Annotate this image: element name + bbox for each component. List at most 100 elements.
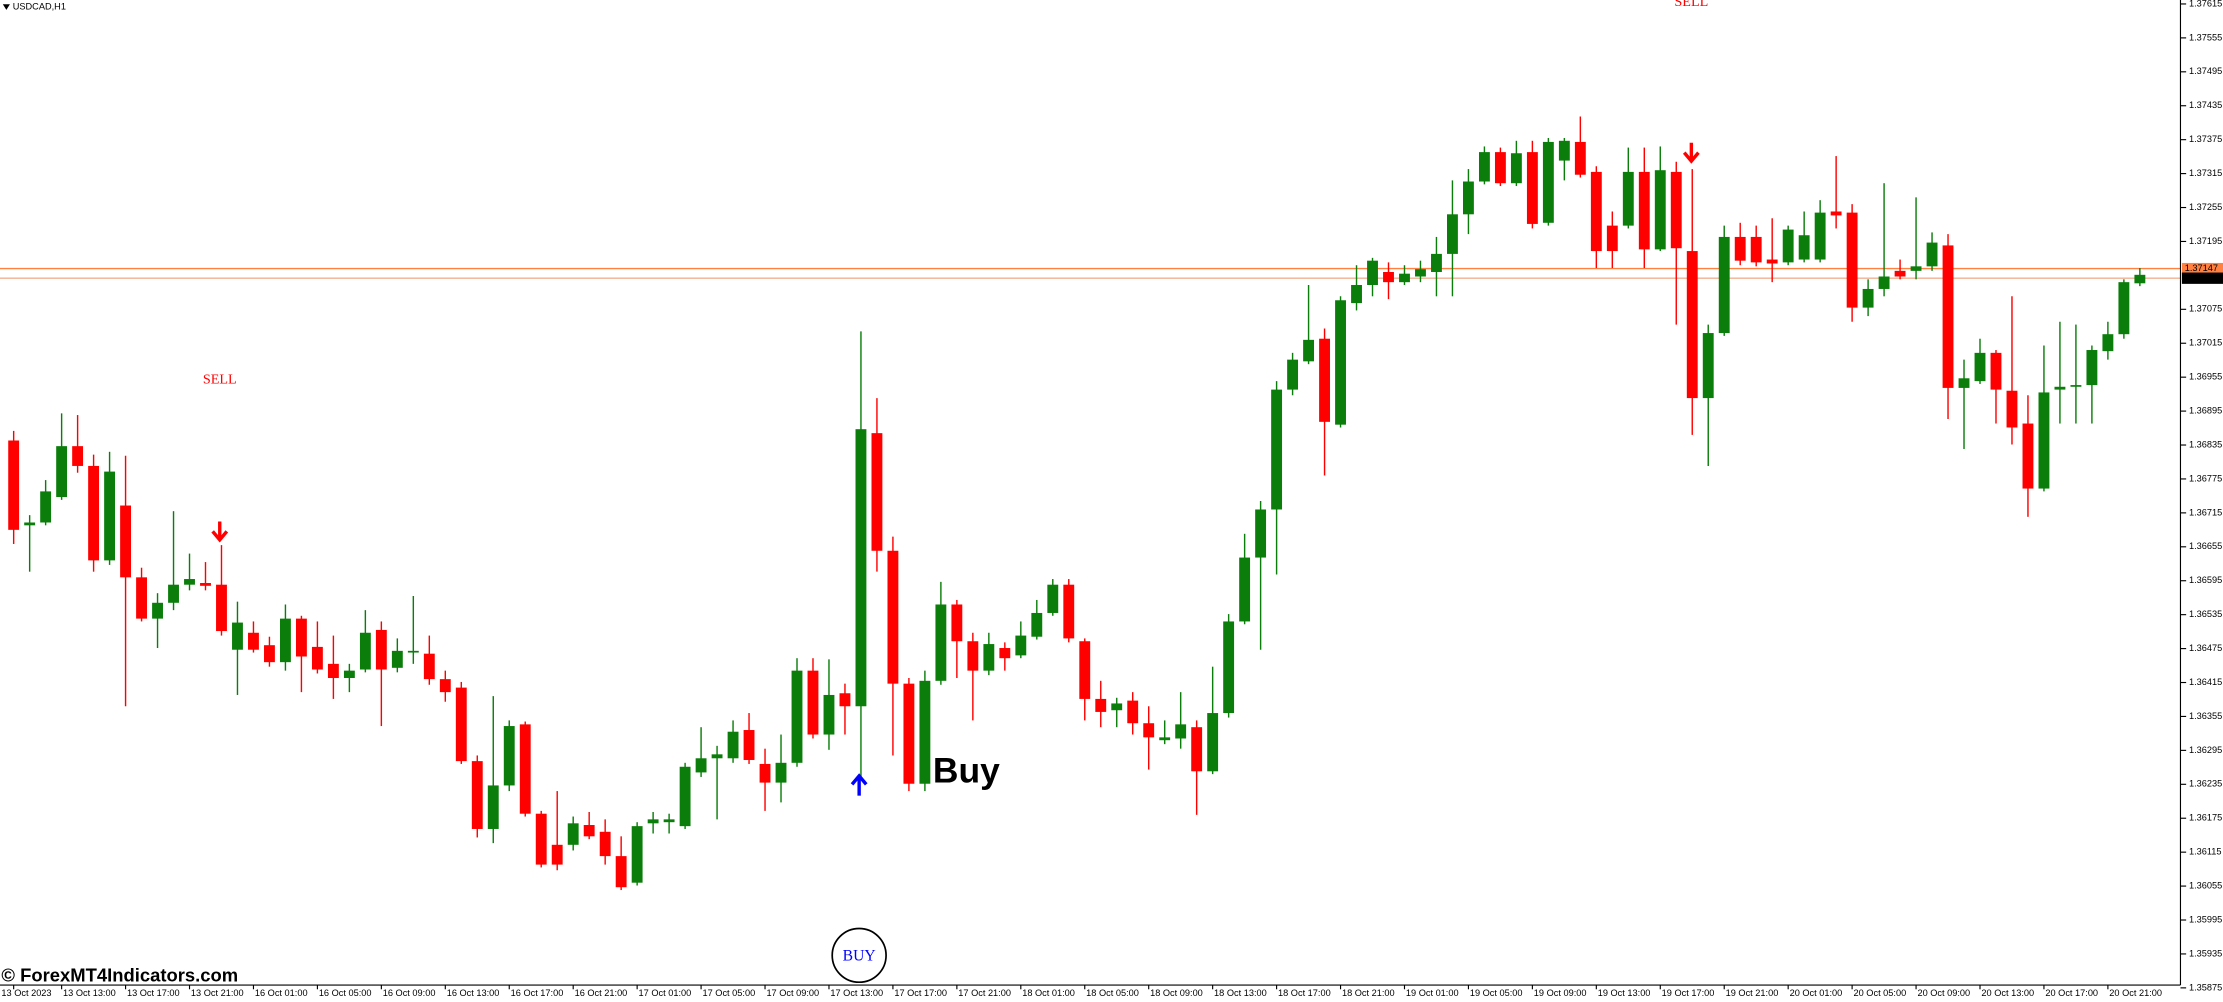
menu-triangle [2, 4, 10, 10]
candle-body [1207, 713, 1219, 772]
y-tick-label: 1.37375 [2189, 134, 2222, 144]
y-tick-label: 1.35995 [2189, 914, 2222, 924]
y-tick-label: 1.36055 [2189, 881, 2222, 891]
candle-body [248, 632, 259, 650]
y-tick-label: 1.36775 [2189, 473, 2222, 483]
x-tick-label: 19 Oct 09:00 [1534, 988, 1587, 998]
y-tick-label: 1.36535 [2189, 609, 2222, 619]
candle-body [551, 844, 563, 865]
candle-body [391, 650, 403, 668]
candle-body [120, 505, 132, 578]
candle-body [1239, 557, 1251, 622]
candle-body [295, 618, 307, 657]
y-tick-label: 1.36655 [2189, 541, 2222, 551]
candle-body [1590, 171, 1602, 252]
candle-body [1063, 584, 1075, 639]
x-tick-label: 16 Oct 05:00 [319, 988, 372, 998]
candle-body [1031, 612, 1043, 637]
candle-body [2134, 274, 2146, 284]
candle-body [1462, 181, 1474, 215]
candle-body [2118, 282, 2130, 335]
x-tick-label: 18 Oct 13:00 [1214, 988, 1267, 998]
candle-body [1127, 700, 1139, 724]
candle-body [24, 522, 36, 526]
buy-label: BUY [843, 947, 876, 964]
candle-body [1638, 171, 1650, 250]
x-tick-label: 16 Oct 01:00 [255, 988, 308, 998]
x-tick-label: 17 Oct 17:00 [894, 988, 947, 998]
x-tick-label: 13 Oct 2023 [1, 988, 51, 998]
candle-body [2006, 390, 2018, 428]
candle-body [1494, 152, 1506, 184]
candle-body [264, 645, 275, 663]
x-tick-label: 20 Oct 09:00 [1917, 988, 1970, 998]
candle-body [136, 577, 147, 619]
y-tick-label: 1.37315 [2189, 168, 2222, 178]
candle-body [1734, 236, 1746, 261]
candle-body [1447, 214, 1458, 254]
candle-body [711, 754, 723, 759]
x-tick-label: 20 Oct 17:00 [2045, 988, 2098, 998]
candle-body [1654, 170, 1666, 250]
x-tick-label: 17 Oct 05:00 [703, 988, 756, 998]
y-tick-label: 1.35935 [2189, 948, 2222, 958]
candle-body [567, 823, 579, 845]
candle-body [535, 813, 547, 865]
candle-body [999, 648, 1011, 659]
chart-title: USDCAD,H1 [13, 2, 66, 12]
candle-body [1686, 251, 1698, 399]
buy-arrow [850, 773, 868, 796]
candle-body [1926, 242, 1938, 267]
candle-body [1798, 235, 1810, 260]
candle-body [2102, 334, 2114, 352]
candle-body [1910, 266, 1922, 271]
candle-body [104, 471, 116, 561]
candle-body [56, 446, 68, 498]
candle-body [279, 618, 291, 663]
candle-body [1255, 509, 1267, 558]
price-label: 1.37147 [2185, 263, 2218, 273]
candle-body [599, 831, 611, 857]
candle-body [1431, 253, 1442, 272]
candle-body [1383, 271, 1394, 283]
candle-body [647, 819, 659, 824]
candle-body [1415, 269, 1426, 277]
x-tick-label: 17 Oct 21:00 [958, 988, 1011, 998]
candle-body [695, 758, 707, 773]
candle-body [1750, 236, 1762, 263]
candle-body [1702, 333, 1714, 399]
candle-body [871, 433, 883, 551]
x-tick-label: 18 Oct 21:00 [1342, 988, 1395, 998]
y-tick-label: 1.36415 [2189, 677, 2222, 687]
y-tick-label: 1.36175 [2189, 813, 2222, 823]
candle-body [423, 653, 435, 680]
candle-body [759, 763, 771, 783]
sell-label: SELL [203, 371, 237, 387]
candle-body [1558, 140, 1570, 161]
candle-body [1958, 378, 1970, 388]
candle-body [1894, 270, 1906, 277]
candle-body [1095, 698, 1107, 712]
y-tick-label: 1.36295 [2189, 745, 2222, 755]
y-tick-label: 1.37435 [2189, 100, 2222, 110]
x-tick-label: 19 Oct 21:00 [1726, 988, 1779, 998]
candle-body [727, 731, 739, 759]
x-tick-label: 16 Oct 21:00 [575, 988, 628, 998]
buy-callout: Buy [933, 751, 1000, 790]
y-tick-label: 1.36475 [2189, 643, 2222, 653]
sell-arrow [1682, 142, 1700, 164]
x-tick-label: 19 Oct 01:00 [1406, 988, 1459, 998]
candle-body [1974, 352, 1986, 382]
candle-body [455, 687, 467, 762]
price-label-box [2181, 262, 2223, 275]
candle-body [232, 622, 243, 650]
candle-body [1606, 225, 1618, 252]
candle-body [2022, 423, 2034, 489]
candle-body [503, 726, 515, 786]
y-tick-label: 1.36895 [2189, 406, 2222, 416]
candle-body [311, 646, 323, 670]
candle-body [935, 604, 947, 681]
x-tick-label: 19 Oct 13:00 [1598, 988, 1651, 998]
